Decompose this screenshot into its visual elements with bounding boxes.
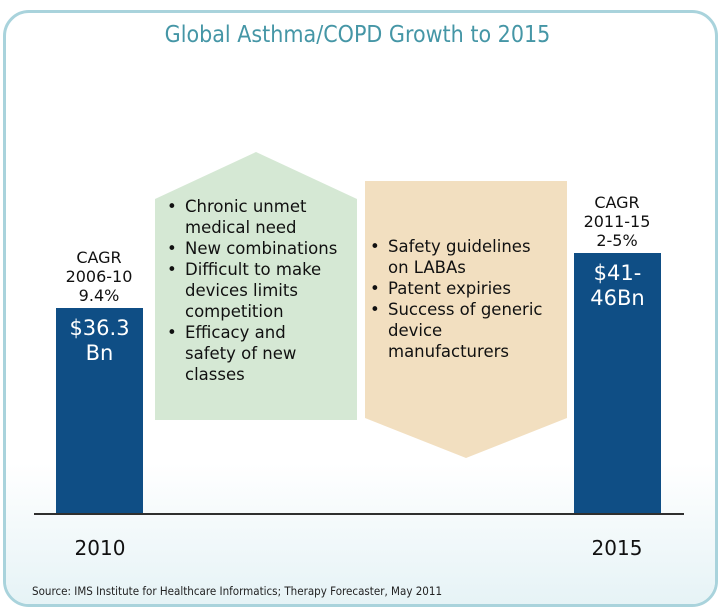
decline-driver-item-line: on LABAs xyxy=(388,258,466,277)
bar-2015-value-label-line1: $41- xyxy=(593,260,642,285)
source-note: Source: IMS Institute for Healthcare Inf… xyxy=(32,584,443,598)
cagr-2015-line1: CAGR xyxy=(594,192,640,212)
growth-driver-item-line: devices limits xyxy=(185,281,298,300)
growth-driver-item-line: safety of new xyxy=(185,344,297,363)
growth-driver-item: Efficacy and safety of new classes xyxy=(165,322,360,385)
cagr-2015-line2: 2011-15 xyxy=(583,211,651,231)
bar-2010-value-label-line1: $36.3 xyxy=(69,315,130,340)
growth-drivers-list: Chronic unmet medical need New combination… xyxy=(165,196,360,385)
cagr-2015-line3: 2-5% xyxy=(596,230,638,250)
cagr-label-2010: CAGR 2006-10 9.4% xyxy=(49,248,149,305)
chart-title: Global Asthma/COPD Growth to 2015 xyxy=(164,22,551,48)
growth-driver-item-line: medical need xyxy=(185,218,297,237)
cagr-2010-line1: CAGR xyxy=(76,247,122,267)
growth-driver-item: New combinations xyxy=(165,238,360,259)
decline-driver-item: Patent expiries xyxy=(368,278,568,299)
cagr-label-2015: CAGR 2011-15 2-5% xyxy=(567,193,667,250)
decline-driver-item-line: device xyxy=(388,321,443,340)
growth-driver-item-line: Difficult to make xyxy=(185,260,322,279)
decline-driver-item-line: manufacturers xyxy=(388,342,509,361)
decline-driver-item-line: Safety guidelines xyxy=(388,237,531,256)
decline-driver-item-line: Success of generic xyxy=(388,300,543,319)
x-tick-label-2010: 2010 xyxy=(74,536,126,560)
growth-driver-item-line: classes xyxy=(185,365,245,384)
bar-2010-value-label-line2: Bn xyxy=(85,340,114,365)
growth-driver-item: Chronic unmet medical need xyxy=(165,196,360,238)
decline-driver-item: Safety guidelines on LABAs xyxy=(368,236,568,278)
bar-2010: $36.3 Bn xyxy=(56,307,143,513)
decline-driver-item-line: Patent expiries xyxy=(388,279,511,298)
growth-driver-item: Difficult to make devices limits competiti… xyxy=(165,259,360,322)
bar-2015: $41- 46Bn xyxy=(574,252,661,513)
growth-driver-item-line: Efficacy and xyxy=(185,323,286,342)
x-tick-label-2015: 2015 xyxy=(591,536,643,560)
cagr-2010-line3: 9.4% xyxy=(78,285,120,305)
growth-driver-item-line: competition xyxy=(185,302,284,321)
x-axis-baseline xyxy=(34,513,684,515)
growth-driver-item-line: New combinations xyxy=(185,239,338,258)
decline-driver-item: Success of generic device manufacturers xyxy=(368,299,568,362)
cagr-2010-line2: 2006-10 xyxy=(65,266,133,286)
decline-drivers-list: Safety guidelines on LABAs Patent expiries… xyxy=(368,236,568,362)
growth-driver-item-line: Chronic unmet xyxy=(185,197,307,216)
bar-2015-value-label-line2: 46Bn xyxy=(590,285,645,310)
